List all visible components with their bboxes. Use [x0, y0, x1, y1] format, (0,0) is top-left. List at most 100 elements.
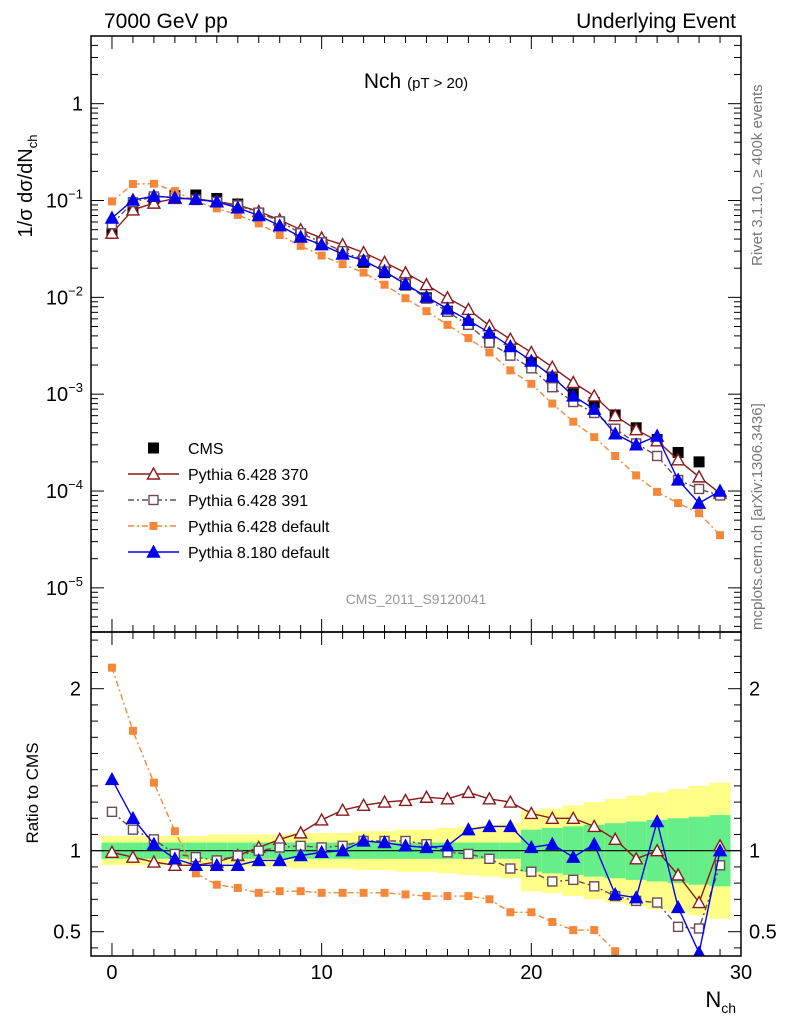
- x-axis-label-text: N: [705, 987, 721, 1012]
- ratio-point-pythia-8-180-default: [419, 839, 434, 854]
- main-point-cms: [693, 456, 705, 468]
- main-point-pythia-8-180-default: [608, 426, 623, 440]
- legend-item-pythia-6-428-370: Pythia 6.428 370: [128, 466, 308, 484]
- main-point-pythia-6-428-default: [506, 366, 515, 375]
- ratio-y-tick-label-right: 0.5: [749, 922, 777, 944]
- main-point-pythia-8-180-default: [356, 253, 371, 267]
- legend-label: CMS: [188, 441, 224, 458]
- main-point-pythia-6-428-370: [587, 388, 602, 402]
- main-point-pythia-6-428-default: [149, 179, 158, 188]
- main-title-text: Nch: [364, 70, 401, 93]
- main-x-ticks: [90, 36, 742, 956]
- ratio-point-pythia-8-180-default: [209, 857, 224, 871]
- ratio-y-tick-label-right: 1: [749, 841, 760, 863]
- ratio-plot-area: [104, 663, 728, 956]
- ratio-point-pythia-8-180-default: [566, 849, 581, 863]
- ratio-point-pythia-8-180-default: [670, 899, 686, 914]
- main-y-tick-label: 10−2: [46, 283, 83, 309]
- watermark: CMS_2011_S9120041: [346, 591, 487, 607]
- legend-label: Pythia 8.180 default: [188, 545, 330, 562]
- main-point-pythia-8-180-default: [628, 437, 644, 451]
- legend-item-pythia-6-428-391: Pythia 6.428 391: [128, 493, 308, 510]
- x-tick-label: 30: [730, 962, 752, 984]
- ratio-point-pythia-8-180-default: [524, 839, 539, 854]
- ratio-point-pythia-6-428-default: [170, 827, 179, 836]
- mcplots-label: mcplots.cern.ch [arXiv:1306.3436]: [749, 403, 766, 630]
- header-right: Underlying Event: [576, 10, 736, 33]
- main-point-pythia-6-428-default: [233, 210, 242, 219]
- ratio-point-pythia-8-180-default: [482, 818, 497, 833]
- ratio-point-pythia-6-428-370: [146, 854, 162, 868]
- ratio-point-pythia-6-428-391: [672, 921, 684, 933]
- main-point-pythia-8-180-default: [104, 210, 120, 224]
- main-title: Nch (pT > 20): [364, 70, 468, 93]
- ratio-point-pythia-6-428-370: [587, 818, 602, 833]
- ratio-point-pythia-6-428-391: [651, 897, 663, 908]
- ratio-point-pythia-8-180-default: [335, 843, 350, 857]
- main-y-tick-label: 10−4: [46, 477, 83, 503]
- header-left: 7000 GeV pp: [104, 10, 228, 33]
- main-point-pythia-8-180-default: [440, 301, 455, 315]
- main-point-pythia-6-428-370: [566, 375, 581, 389]
- ratio-point-pythia-8-180-default: [251, 852, 266, 867]
- ratio-point-pythia-6-428-default: [128, 726, 137, 735]
- main-point-pythia-8-180-default: [167, 190, 183, 204]
- main-point-pythia-6-428-391: [505, 350, 516, 361]
- ratio-point-pythia-8-180-default: [608, 886, 623, 901]
- main-point-pythia-6-428-default: [548, 399, 557, 408]
- ratio-y-tick-label: 0.5: [53, 922, 81, 944]
- main-point-pythia-6-428-default: [128, 180, 137, 189]
- main-y-axis-label: 1/σ dσ/dNch: [15, 135, 40, 238]
- ratio-point-pythia-6-428-370: [440, 791, 455, 805]
- main-y-axis: 1 10−1 10−2 10−3 10−4 10−5: [46, 35, 741, 627]
- rivet-label: Rivet 3.1.10, ≥ 400k events: [749, 84, 766, 266]
- ratio-point-pythia-6-428-370: [461, 784, 476, 799]
- main-point-pythia-6-428-default: [569, 417, 578, 426]
- ratio-point-pythia-8-180-default: [503, 818, 518, 833]
- ratio-point-pythia-6-428-370: [314, 812, 329, 826]
- ratio-point-pythia-8-180-default: [440, 838, 455, 852]
- ratio-point-pythia-6-428-370: [691, 895, 707, 909]
- main-point-pythia-6-428-default: [422, 307, 431, 316]
- main-point-pythia-8-180-default: [293, 229, 308, 243]
- main-point-pythia-6-428-default: [275, 231, 284, 240]
- main-point-pythia-6-428-default: [464, 334, 473, 343]
- x-tick-label: 0: [106, 962, 117, 984]
- ratio-point-pythia-6-428-370: [608, 831, 623, 846]
- legend-marker: [148, 442, 159, 454]
- ratio-point-pythia-6-428-370: [482, 791, 497, 805]
- ratio-point-pythia-6-428-default: [359, 888, 368, 897]
- main-point-pythia-6-428-default: [359, 268, 368, 277]
- ratio-point-pythia-6-428-default: [506, 908, 515, 917]
- main-point-pythia-8-180-default: [272, 218, 287, 232]
- main-point-pythia-6-428-391: [547, 382, 558, 393]
- main-point-pythia-8-180-default: [398, 276, 413, 290]
- ratio-point-pythia-8-180-default: [188, 857, 204, 871]
- ratio-point-pythia-6-428-391: [106, 806, 118, 818]
- ratio-point-pythia-6-428-370: [293, 825, 308, 839]
- main-point-pythia-6-428-default: [401, 294, 410, 303]
- legend-item-cms: CMS: [148, 441, 224, 458]
- ratio-point-pythia-6-428-370: [125, 849, 141, 863]
- x-axis-label: Nch: [705, 987, 736, 1016]
- main-frame: [90, 35, 742, 633]
- ratio-point-pythia-6-428-default: [380, 888, 389, 897]
- main-point-pythia-8-180-default: [691, 495, 707, 509]
- main-point-pythia-8-180-default: [566, 388, 581, 402]
- ratio-point-pythia-8-180-default: [125, 810, 141, 824]
- ratio-point-pythia-6-428-default: [569, 926, 578, 935]
- ratio-point-pythia-6-428-370: [167, 857, 183, 871]
- ratio-point-pythia-6-428-391: [463, 848, 474, 860]
- main-point-pythia-6-428-370: [398, 265, 413, 279]
- main-point-pythia-8-180-default: [125, 192, 141, 206]
- main-point-pythia-8-180-default: [712, 483, 728, 497]
- ratio-y-tick-label-right: 2: [749, 679, 760, 701]
- main-point-pythia-6-428-370: [146, 195, 162, 209]
- ratio-uncertainty-band: [91, 782, 741, 919]
- ratio-point-pythia-6-428-default: [548, 917, 557, 926]
- ratio-point-pythia-6-428-370: [649, 843, 665, 857]
- main-y-axis-label-sub: ch: [25, 135, 40, 149]
- legend-marker: [146, 466, 161, 480]
- ratio-point-pythia-6-428-370: [419, 789, 434, 803]
- legend-label: Pythia 6.428 391: [188, 493, 308, 510]
